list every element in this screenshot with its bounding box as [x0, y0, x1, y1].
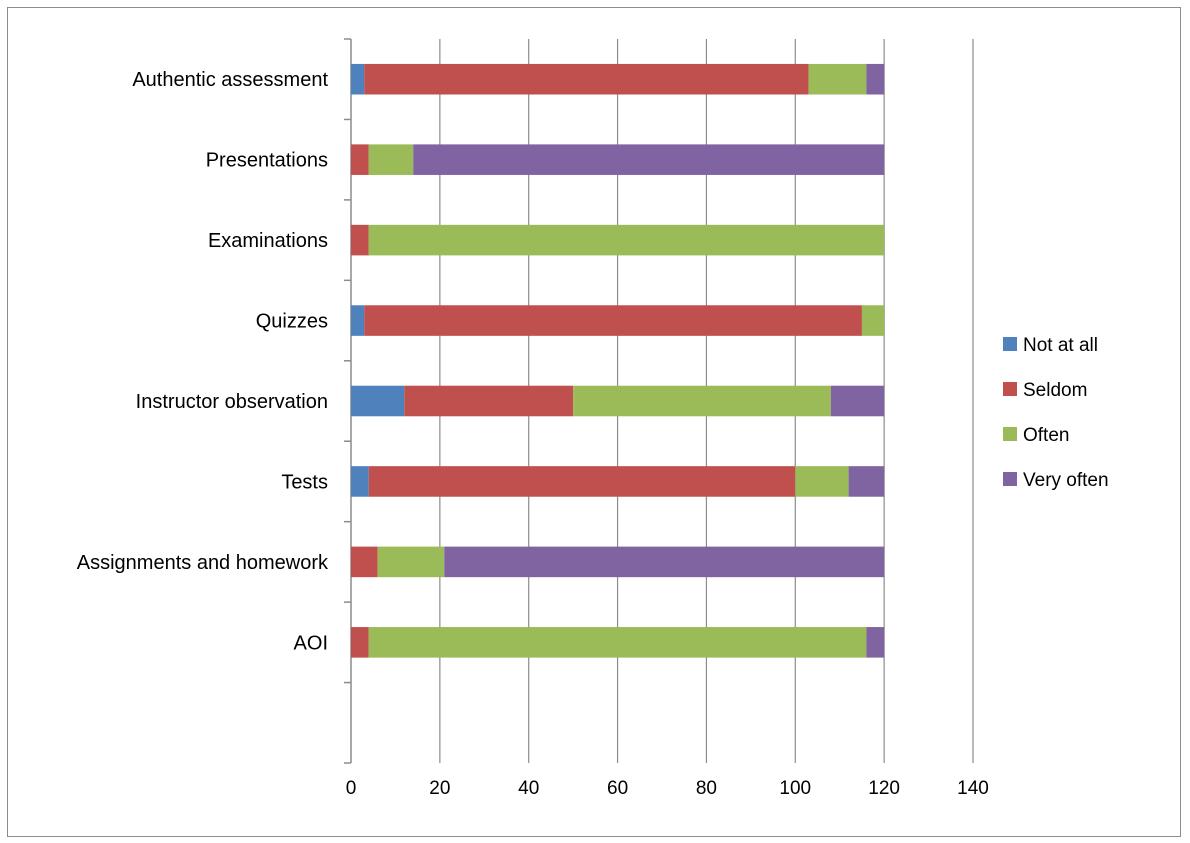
- category-label: Examinations: [208, 230, 328, 252]
- bar-segment-very-often: [444, 546, 885, 578]
- bar-segment-often: [861, 305, 885, 336]
- bar-segment-often: [377, 546, 445, 578]
- legend: Not at all Seldom Often Very often: [1003, 335, 1109, 491]
- category-label: Assignments and homework: [77, 552, 329, 574]
- legend-swatch-very-often: [1003, 472, 1017, 486]
- bar-segment-seldom: [404, 385, 574, 417]
- bar-segment-often: [368, 627, 867, 658]
- bar-segment-often: [573, 385, 831, 417]
- category-label: Presentations: [206, 150, 328, 172]
- category-label: AOI: [294, 632, 328, 654]
- legend-label: Often: [1023, 425, 1069, 446]
- bar-segment-not-at-all: [351, 466, 369, 497]
- x-tick-label: 140: [957, 778, 989, 799]
- bars: [351, 63, 885, 658]
- legend-label: Not at all: [1023, 335, 1098, 356]
- x-tick-label: 20: [429, 778, 450, 799]
- bar-segment-seldom: [351, 627, 369, 658]
- category-label: Authentic assessment: [132, 69, 328, 91]
- legend-label: Very often: [1023, 470, 1109, 491]
- stacked-bar-chart: 0 20 40 60 80 100 120 140 AOI Assignments and ho…: [77, 38, 1109, 799]
- category-label: Instructor observation: [136, 391, 328, 413]
- bar-segment-often: [368, 224, 885, 256]
- bar-segment-seldom: [364, 305, 862, 336]
- legend-swatch-often: [1003, 427, 1017, 441]
- legend-swatch-seldom: [1003, 382, 1017, 396]
- category-label: Quizzes: [256, 311, 328, 333]
- bar-segment-very-often: [866, 627, 885, 658]
- bar-segment-not-at-all: [351, 305, 365, 336]
- bar-segment-seldom: [351, 546, 378, 578]
- bar-segment-often: [795, 466, 849, 497]
- x-tick-labels: 0 20 40 60 80 100 120 140: [346, 778, 989, 799]
- bar-segment-often: [808, 63, 867, 95]
- bar-segment-seldom: [351, 224, 369, 256]
- x-tick-label: 100: [779, 778, 811, 799]
- bar-segment-seldom: [364, 63, 809, 95]
- bar-segment-often: [368, 144, 414, 175]
- chart-frame: 0 20 40 60 80 100 120 140 AOI Assignments and ho…: [7, 7, 1181, 837]
- axes: [344, 38, 352, 764]
- bar-segment-very-often: [413, 144, 885, 175]
- x-tick-label: 0: [346, 778, 357, 799]
- category-label: Tests: [281, 471, 328, 493]
- x-tick-label: 40: [518, 778, 539, 799]
- bar-segment-very-often: [830, 385, 885, 417]
- x-tick-label: 80: [696, 778, 717, 799]
- x-tick-label: 60: [607, 778, 628, 799]
- bar-segment-seldom: [351, 144, 369, 175]
- bar-segment-seldom: [368, 466, 796, 497]
- bar-segment-not-at-all: [351, 385, 405, 417]
- legend-label: Seldom: [1023, 380, 1087, 401]
- bar-segment-very-often: [848, 466, 885, 497]
- x-tick-label: 120: [868, 778, 900, 799]
- bar-segment-not-at-all: [351, 63, 365, 95]
- legend-swatch-not-at-all: [1003, 337, 1017, 351]
- bar-segment-very-often: [866, 63, 885, 95]
- category-labels: AOI Assignments and homework Tests Instruct…: [77, 69, 329, 654]
